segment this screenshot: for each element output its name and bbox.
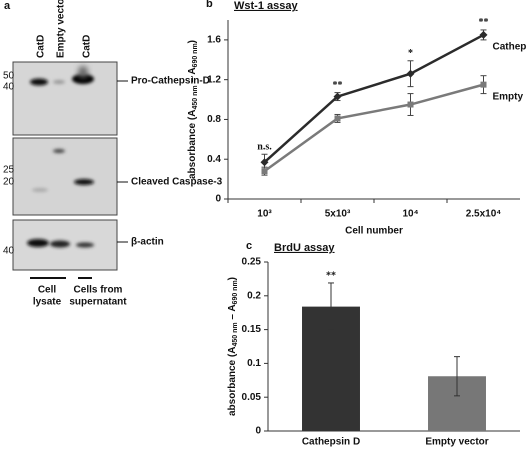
series-label: Cathepsin D	[493, 42, 526, 53]
chart-title: Wst-1 assay	[234, 0, 298, 12]
y-tick-label: 1.6	[207, 35, 221, 46]
point	[407, 101, 414, 108]
band-label: β-actin	[131, 237, 164, 248]
marker: 40	[3, 82, 15, 93]
series-label: Empty vector	[493, 91, 526, 102]
y-axis-label-part: absorbance (A	[187, 110, 198, 179]
y-axis-label-part: 450 nm	[192, 85, 199, 109]
annotation: **	[479, 17, 489, 28]
x-tick-label: Empty vector	[425, 437, 488, 448]
point	[333, 92, 342, 101]
blot-1	[12, 61, 118, 136]
lane-label: CatD	[82, 35, 93, 58]
y-axis-label-part: – A	[187, 67, 198, 85]
point	[406, 69, 415, 78]
group-label: Cell	[38, 285, 57, 296]
marker: 40	[3, 246, 15, 257]
y-axis-label-part: 690 nm	[192, 43, 199, 67]
error-bar	[454, 356, 460, 397]
y-tick-label: 1.2	[207, 74, 221, 85]
blot-3	[12, 219, 118, 271]
band-label: Cleaved Caspase-3	[131, 177, 223, 188]
y-tick-label: 0.1	[247, 358, 261, 369]
error-bar	[328, 282, 334, 331]
point	[334, 115, 341, 122]
panel-label: b	[206, 0, 213, 10]
series-line	[263, 33, 485, 164]
y-axis-label-part: )	[227, 277, 238, 280]
panel-label: c	[246, 240, 252, 252]
annotation: **	[326, 270, 336, 281]
marker: 50	[3, 71, 15, 82]
y-axis-label-part: absorbance (A	[227, 347, 238, 416]
band-label: Pro-Cathepsin-D	[131, 76, 210, 87]
y-tick-label: 0	[255, 426, 261, 437]
y-axis-label-part: – A	[227, 304, 238, 322]
x-axis-label: Cell number	[345, 226, 403, 237]
y-axis-label-part: 450 nm	[232, 322, 239, 346]
x-tick-label: 5x10³	[325, 209, 351, 220]
point	[261, 168, 268, 175]
point	[480, 81, 487, 88]
point	[260, 158, 269, 167]
y-tick-label: 0.15	[242, 324, 262, 335]
y-tick-label: 0.25	[242, 257, 262, 268]
panel-label: a	[4, 0, 11, 12]
x-tick-label: Cathepsin D	[302, 437, 360, 448]
annotation: n.s.	[257, 142, 272, 153]
blot-2	[12, 137, 118, 216]
point	[479, 30, 488, 39]
x-tick-label: 2.5x10⁴	[466, 209, 502, 220]
y-axis-label-part: 690 nm	[232, 280, 239, 304]
marker: 20	[3, 177, 15, 188]
x-tick-label: 10³	[257, 209, 272, 220]
group-label: lysate	[33, 297, 62, 308]
group-label: Cells from	[74, 285, 123, 296]
y-axis-label-part: )	[187, 40, 198, 43]
y-tick-label: 0.05	[242, 392, 262, 403]
y-tick-label: 0.8	[207, 114, 221, 125]
y-axis-label: absorbance (A450 nm – A690 nm)	[227, 277, 240, 416]
group-label: supernatant	[69, 297, 127, 308]
lane-label: Empty vector	[56, 0, 67, 58]
x-tick-label: 10⁴	[402, 209, 418, 220]
marker: 25	[3, 165, 15, 176]
chart-title: BrdU assay	[274, 242, 335, 254]
annotation: **	[333, 80, 343, 91]
y-tick-label: 0.4	[207, 154, 221, 165]
y-axis-label: absorbance (A450 nm – A690 nm)	[187, 40, 200, 179]
y-tick-label: 0	[215, 194, 221, 205]
y-tick-label: 0.2	[247, 290, 261, 301]
annotation: *	[408, 48, 413, 59]
lane-label: CatD	[36, 35, 47, 58]
series-line	[263, 83, 484, 173]
